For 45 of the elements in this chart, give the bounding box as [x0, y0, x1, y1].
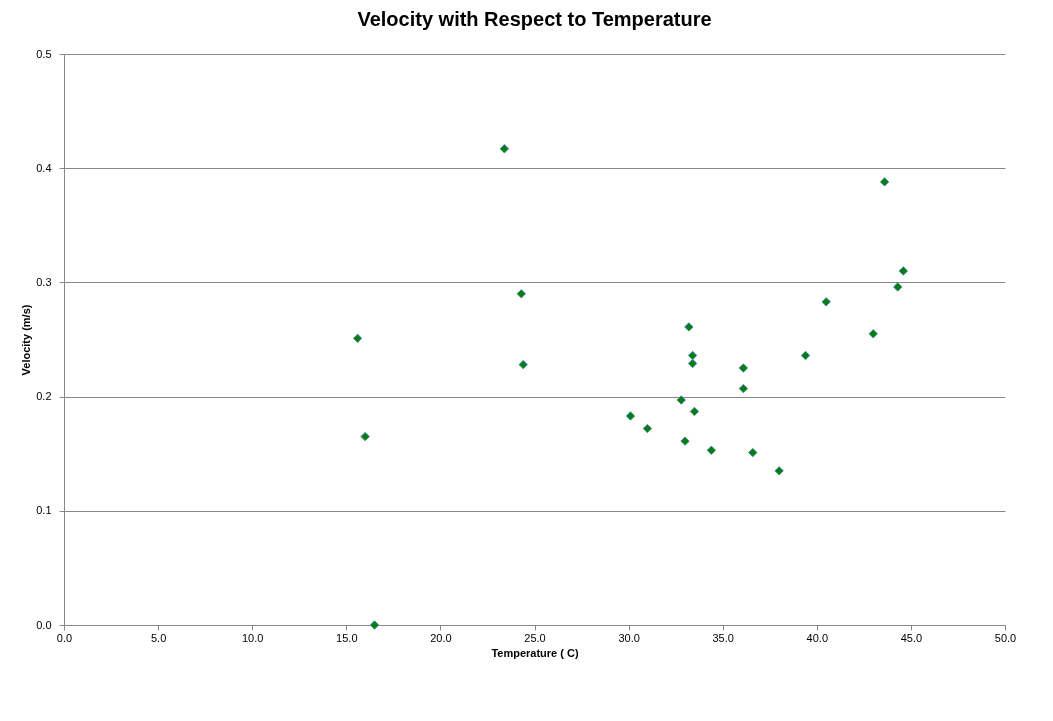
point — [369, 620, 380, 630]
y-tick-label: 0.1 — [36, 504, 52, 517]
x-tick-label: 40.0 — [806, 631, 829, 644]
point — [821, 297, 831, 307]
y-tick-label: 0.0 — [36, 618, 52, 631]
point — [738, 363, 749, 373]
point — [879, 177, 890, 187]
point — [499, 144, 510, 154]
x-tick-label: 20.0 — [430, 631, 452, 644]
x-tick-label: 10.0 — [241, 631, 264, 644]
point — [774, 466, 784, 476]
point — [898, 266, 909, 276]
point — [680, 436, 690, 446]
point — [676, 395, 686, 405]
x-tick-label: 50.0 — [994, 631, 1017, 644]
point — [625, 411, 636, 421]
x-tick-label: 30.0 — [618, 631, 640, 644]
x-tick-label: 0.0 — [56, 631, 73, 644]
y-axis-title: Velocity (m/s) — [20, 304, 33, 376]
chart-title: Velocity with Respect to Temperature — [357, 8, 712, 30]
point — [689, 406, 700, 417]
point — [516, 289, 527, 299]
x-tick-label: 35.0 — [712, 631, 734, 644]
point — [800, 350, 811, 361]
point — [684, 322, 694, 332]
point — [738, 383, 749, 394]
y-tick-label: 0.3 — [36, 275, 52, 288]
x-tick-label: 25.0 — [524, 631, 546, 644]
point — [868, 329, 878, 339]
point — [642, 423, 653, 434]
x-tick-label: 15.0 — [336, 631, 358, 644]
x-axis-title: Temperature ( C) — [491, 646, 579, 659]
point — [352, 333, 363, 344]
x-tick-label: 45.0 — [900, 631, 923, 644]
x-tick-label: 5.0 — [150, 631, 167, 644]
point — [748, 447, 758, 458]
point — [706, 445, 717, 455]
point — [687, 350, 698, 361]
point — [518, 359, 528, 370]
y-tick-label: 0.4 — [36, 161, 52, 174]
y-tick-label: 0.2 — [36, 390, 52, 403]
point — [893, 282, 903, 292]
point — [687, 358, 698, 369]
point — [360, 431, 370, 442]
y-tick-label: 0.5 — [36, 47, 52, 60]
